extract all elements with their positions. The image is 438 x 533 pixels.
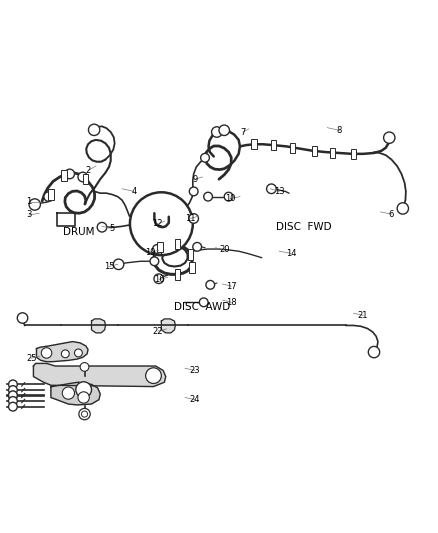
Circle shape — [97, 222, 107, 232]
Circle shape — [204, 192, 212, 201]
Circle shape — [113, 259, 124, 270]
Polygon shape — [36, 342, 88, 362]
Circle shape — [62, 387, 74, 399]
Circle shape — [9, 380, 17, 389]
Bar — [61, 171, 67, 181]
Bar — [330, 148, 335, 158]
Circle shape — [146, 368, 161, 384]
Circle shape — [41, 348, 52, 358]
Text: 24: 24 — [190, 395, 200, 404]
Text: 13: 13 — [274, 187, 285, 196]
Bar — [48, 189, 53, 200]
Circle shape — [76, 382, 92, 398]
Circle shape — [9, 386, 17, 394]
Text: DISC  FWD: DISC FWD — [276, 222, 332, 232]
Bar — [175, 239, 180, 249]
Circle shape — [78, 392, 89, 403]
Circle shape — [9, 402, 17, 411]
Circle shape — [368, 346, 380, 358]
Text: 7: 7 — [240, 127, 246, 136]
Circle shape — [88, 124, 100, 135]
Circle shape — [130, 192, 193, 255]
Circle shape — [384, 132, 395, 143]
Circle shape — [189, 187, 198, 196]
Text: 5: 5 — [110, 224, 115, 233]
Text: 11: 11 — [185, 214, 196, 223]
Circle shape — [193, 243, 201, 251]
Text: 8: 8 — [336, 126, 342, 135]
Polygon shape — [161, 319, 175, 333]
Text: 16: 16 — [154, 275, 165, 284]
Circle shape — [219, 125, 230, 135]
Text: 12: 12 — [152, 219, 162, 228]
Text: 4: 4 — [131, 187, 137, 196]
Circle shape — [65, 169, 74, 179]
Text: 9: 9 — [192, 175, 198, 184]
Polygon shape — [33, 364, 166, 386]
Text: 17: 17 — [226, 281, 237, 290]
Circle shape — [17, 313, 28, 323]
Circle shape — [199, 298, 208, 306]
Text: 22: 22 — [152, 327, 163, 336]
Bar — [188, 249, 193, 260]
Bar — [83, 174, 88, 184]
Circle shape — [80, 362, 89, 372]
Circle shape — [206, 280, 215, 289]
Circle shape — [74, 349, 82, 357]
Circle shape — [267, 184, 276, 193]
Circle shape — [397, 203, 409, 214]
Polygon shape — [51, 382, 100, 405]
Circle shape — [212, 127, 222, 138]
Text: 2: 2 — [85, 166, 91, 175]
Text: 15: 15 — [104, 262, 114, 271]
Polygon shape — [92, 319, 106, 333]
Circle shape — [9, 391, 17, 400]
Bar — [189, 262, 194, 272]
Circle shape — [9, 391, 17, 400]
Text: DRUM: DRUM — [63, 228, 94, 237]
Circle shape — [154, 274, 163, 284]
Bar — [157, 241, 162, 252]
Circle shape — [189, 214, 198, 223]
Bar — [311, 146, 317, 156]
Text: 23: 23 — [190, 366, 200, 375]
Text: 3: 3 — [26, 211, 32, 220]
Text: DISC  AWD: DISC AWD — [174, 302, 230, 312]
Circle shape — [152, 245, 161, 253]
Text: 25: 25 — [26, 354, 36, 362]
Circle shape — [44, 192, 53, 201]
Text: 10: 10 — [225, 195, 235, 203]
Circle shape — [29, 199, 40, 210]
Text: 18: 18 — [226, 298, 237, 307]
Text: 6: 6 — [389, 209, 394, 219]
Circle shape — [81, 411, 88, 417]
Bar — [290, 142, 295, 153]
Circle shape — [78, 172, 88, 182]
Circle shape — [201, 154, 209, 162]
Circle shape — [61, 350, 69, 358]
Bar — [271, 140, 276, 150]
Circle shape — [150, 257, 159, 265]
Bar — [251, 139, 257, 149]
Text: 19: 19 — [145, 248, 155, 257]
Circle shape — [79, 408, 90, 420]
Bar — [351, 149, 356, 159]
Circle shape — [224, 192, 233, 201]
Circle shape — [9, 397, 17, 405]
Text: 21: 21 — [358, 311, 368, 320]
Text: 1: 1 — [26, 197, 32, 206]
Text: 14: 14 — [286, 249, 296, 258]
Text: 20: 20 — [219, 245, 230, 254]
Bar — [175, 269, 180, 280]
